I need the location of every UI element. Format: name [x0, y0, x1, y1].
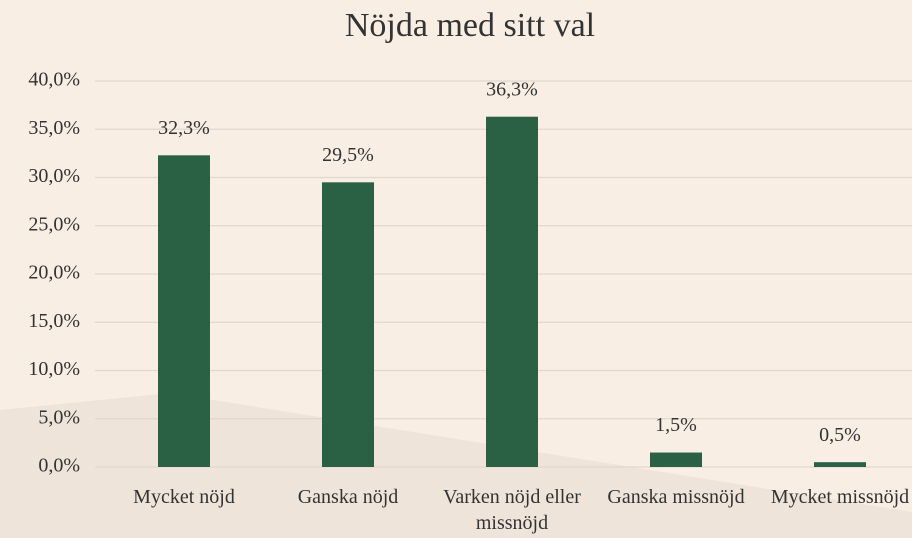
- data-label: 1,5%: [655, 414, 697, 436]
- chart-title: Nöjda med sitt val: [345, 7, 595, 44]
- y-tick-label: 25,0%: [28, 213, 80, 235]
- data-label: 29,5%: [322, 144, 374, 166]
- y-tick-label: 10,0%: [28, 358, 80, 380]
- data-label: 32,3%: [158, 117, 210, 139]
- background-shape: [0, 393, 912, 538]
- bar: [650, 452, 702, 467]
- x-tick-label: Ganska nöjd: [297, 486, 399, 508]
- y-tick-label: 30,0%: [28, 165, 80, 187]
- y-tick-label: 20,0%: [28, 262, 80, 284]
- x-tick-label: Mycket nöjd: [133, 486, 235, 508]
- bar: [814, 462, 866, 467]
- data-label: 36,3%: [486, 78, 538, 100]
- y-tick-label: 40,0%: [28, 69, 80, 91]
- y-tick-label: 5,0%: [38, 406, 80, 428]
- data-label: 0,5%: [819, 424, 861, 446]
- bar: [486, 116, 538, 467]
- y-tick-label: 35,0%: [28, 117, 80, 139]
- bar: [158, 155, 210, 467]
- x-tick-label: Varken nöjd eller missnöjd: [443, 486, 581, 534]
- y-tick-label: 15,0%: [28, 310, 80, 332]
- x-tick-label: Mycket missnöjd: [770, 486, 910, 508]
- bar: [322, 182, 374, 467]
- x-tick-label: Ganska missnöjd: [607, 486, 745, 508]
- y-tick-label: 0,0%: [38, 455, 80, 477]
